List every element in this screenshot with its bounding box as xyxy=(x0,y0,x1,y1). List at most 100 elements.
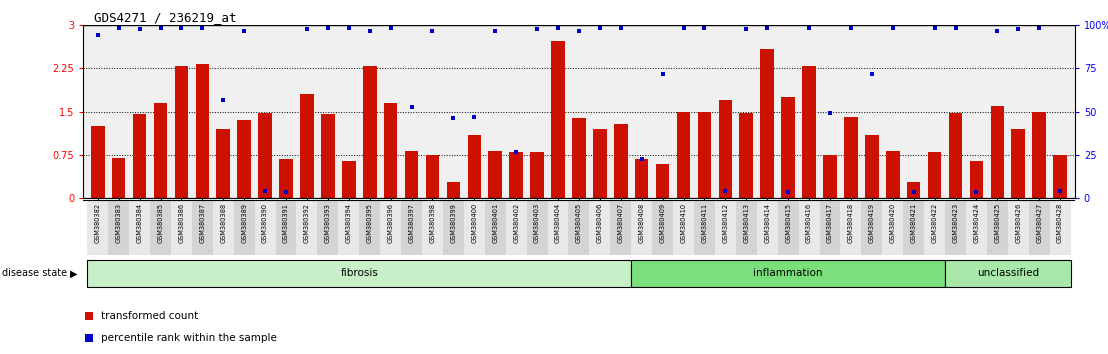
Bar xyxy=(1054,155,1067,198)
Text: GSM380418: GSM380418 xyxy=(848,203,854,243)
Bar xyxy=(760,49,774,198)
Bar xyxy=(404,151,419,198)
Bar xyxy=(526,200,547,255)
Bar xyxy=(401,200,422,255)
Bar xyxy=(213,200,234,255)
Bar xyxy=(635,159,648,198)
Bar xyxy=(568,200,589,255)
Text: GSM380386: GSM380386 xyxy=(178,203,184,243)
Bar xyxy=(234,200,255,255)
Bar xyxy=(739,113,753,198)
Bar xyxy=(945,200,966,255)
Text: GSM380393: GSM380393 xyxy=(325,203,331,242)
Text: GSM380403: GSM380403 xyxy=(534,203,540,243)
Bar xyxy=(903,200,924,255)
Text: GSM380410: GSM380410 xyxy=(680,203,687,243)
Text: GSM380398: GSM380398 xyxy=(430,203,435,243)
Bar xyxy=(611,200,632,255)
Text: GSM380384: GSM380384 xyxy=(136,203,143,243)
Bar xyxy=(175,67,188,198)
Text: GSM380415: GSM380415 xyxy=(786,203,791,243)
Bar xyxy=(425,155,439,198)
Bar xyxy=(593,129,607,198)
Bar xyxy=(279,159,293,198)
Text: GSM380411: GSM380411 xyxy=(701,203,707,243)
Text: unclassified: unclassified xyxy=(977,268,1039,279)
Text: transformed count: transformed count xyxy=(101,311,198,321)
Bar xyxy=(489,151,502,198)
Text: GSM380421: GSM380421 xyxy=(911,203,916,243)
Text: ▶: ▶ xyxy=(70,268,78,279)
Bar xyxy=(632,260,945,287)
Text: GSM380400: GSM380400 xyxy=(471,203,478,243)
Bar xyxy=(886,151,900,198)
Bar xyxy=(338,200,359,255)
Text: fibrosis: fibrosis xyxy=(340,268,378,279)
Bar xyxy=(927,152,942,198)
Bar xyxy=(383,103,398,198)
Bar xyxy=(258,113,271,198)
Text: GSM380402: GSM380402 xyxy=(513,203,520,243)
Bar xyxy=(505,200,526,255)
Bar xyxy=(192,200,213,255)
Bar xyxy=(970,161,983,198)
Bar xyxy=(841,200,861,255)
Bar xyxy=(130,200,150,255)
Bar xyxy=(363,67,377,198)
Text: GSM380399: GSM380399 xyxy=(451,203,456,242)
Bar xyxy=(485,200,505,255)
Text: GSM380404: GSM380404 xyxy=(555,203,561,243)
Text: disease state: disease state xyxy=(2,268,68,279)
Text: GSM380406: GSM380406 xyxy=(597,203,603,243)
Bar xyxy=(924,200,945,255)
Text: GSM380426: GSM380426 xyxy=(1015,203,1022,243)
Bar xyxy=(614,124,627,198)
Bar xyxy=(171,200,192,255)
Text: GSM380383: GSM380383 xyxy=(115,203,122,243)
Text: GSM380413: GSM380413 xyxy=(743,203,749,243)
Bar xyxy=(799,200,820,255)
Bar xyxy=(906,182,921,198)
Bar xyxy=(694,200,715,255)
Bar xyxy=(572,119,586,198)
Text: GSM380388: GSM380388 xyxy=(220,203,226,243)
Bar xyxy=(632,200,653,255)
Text: GSM380412: GSM380412 xyxy=(722,203,728,243)
Text: GSM380414: GSM380414 xyxy=(765,203,770,243)
Bar xyxy=(1033,112,1046,198)
Text: GSM380405: GSM380405 xyxy=(576,203,582,243)
Text: GSM380392: GSM380392 xyxy=(304,203,310,243)
Bar xyxy=(653,200,673,255)
Bar xyxy=(1012,129,1025,198)
Text: GSM380428: GSM380428 xyxy=(1057,203,1063,243)
Text: GSM380382: GSM380382 xyxy=(95,203,101,243)
Bar xyxy=(531,152,544,198)
Bar xyxy=(276,200,297,255)
Bar xyxy=(91,126,104,198)
Text: GSM380419: GSM380419 xyxy=(869,203,875,243)
Text: GSM380427: GSM380427 xyxy=(1036,203,1043,243)
Bar xyxy=(656,164,669,198)
Bar xyxy=(443,200,464,255)
Text: GSM380416: GSM380416 xyxy=(806,203,812,243)
Text: GSM380385: GSM380385 xyxy=(157,203,164,243)
Bar xyxy=(468,135,481,198)
Bar xyxy=(991,106,1004,198)
Bar xyxy=(673,200,694,255)
Bar xyxy=(422,200,443,255)
Bar xyxy=(317,200,338,255)
Bar xyxy=(112,158,125,198)
Bar xyxy=(1049,200,1070,255)
Text: GSM380425: GSM380425 xyxy=(994,203,1001,243)
Text: GSM380397: GSM380397 xyxy=(409,203,414,243)
Bar xyxy=(987,200,1008,255)
Text: GSM380389: GSM380389 xyxy=(242,203,247,243)
Text: GDS4271 / 236219_at: GDS4271 / 236219_at xyxy=(94,11,237,24)
Bar xyxy=(945,260,1070,287)
Bar xyxy=(133,114,146,198)
Bar xyxy=(300,94,314,198)
Bar xyxy=(255,200,276,255)
Bar xyxy=(778,200,799,255)
Text: GSM380394: GSM380394 xyxy=(346,203,352,243)
Bar xyxy=(237,120,252,198)
